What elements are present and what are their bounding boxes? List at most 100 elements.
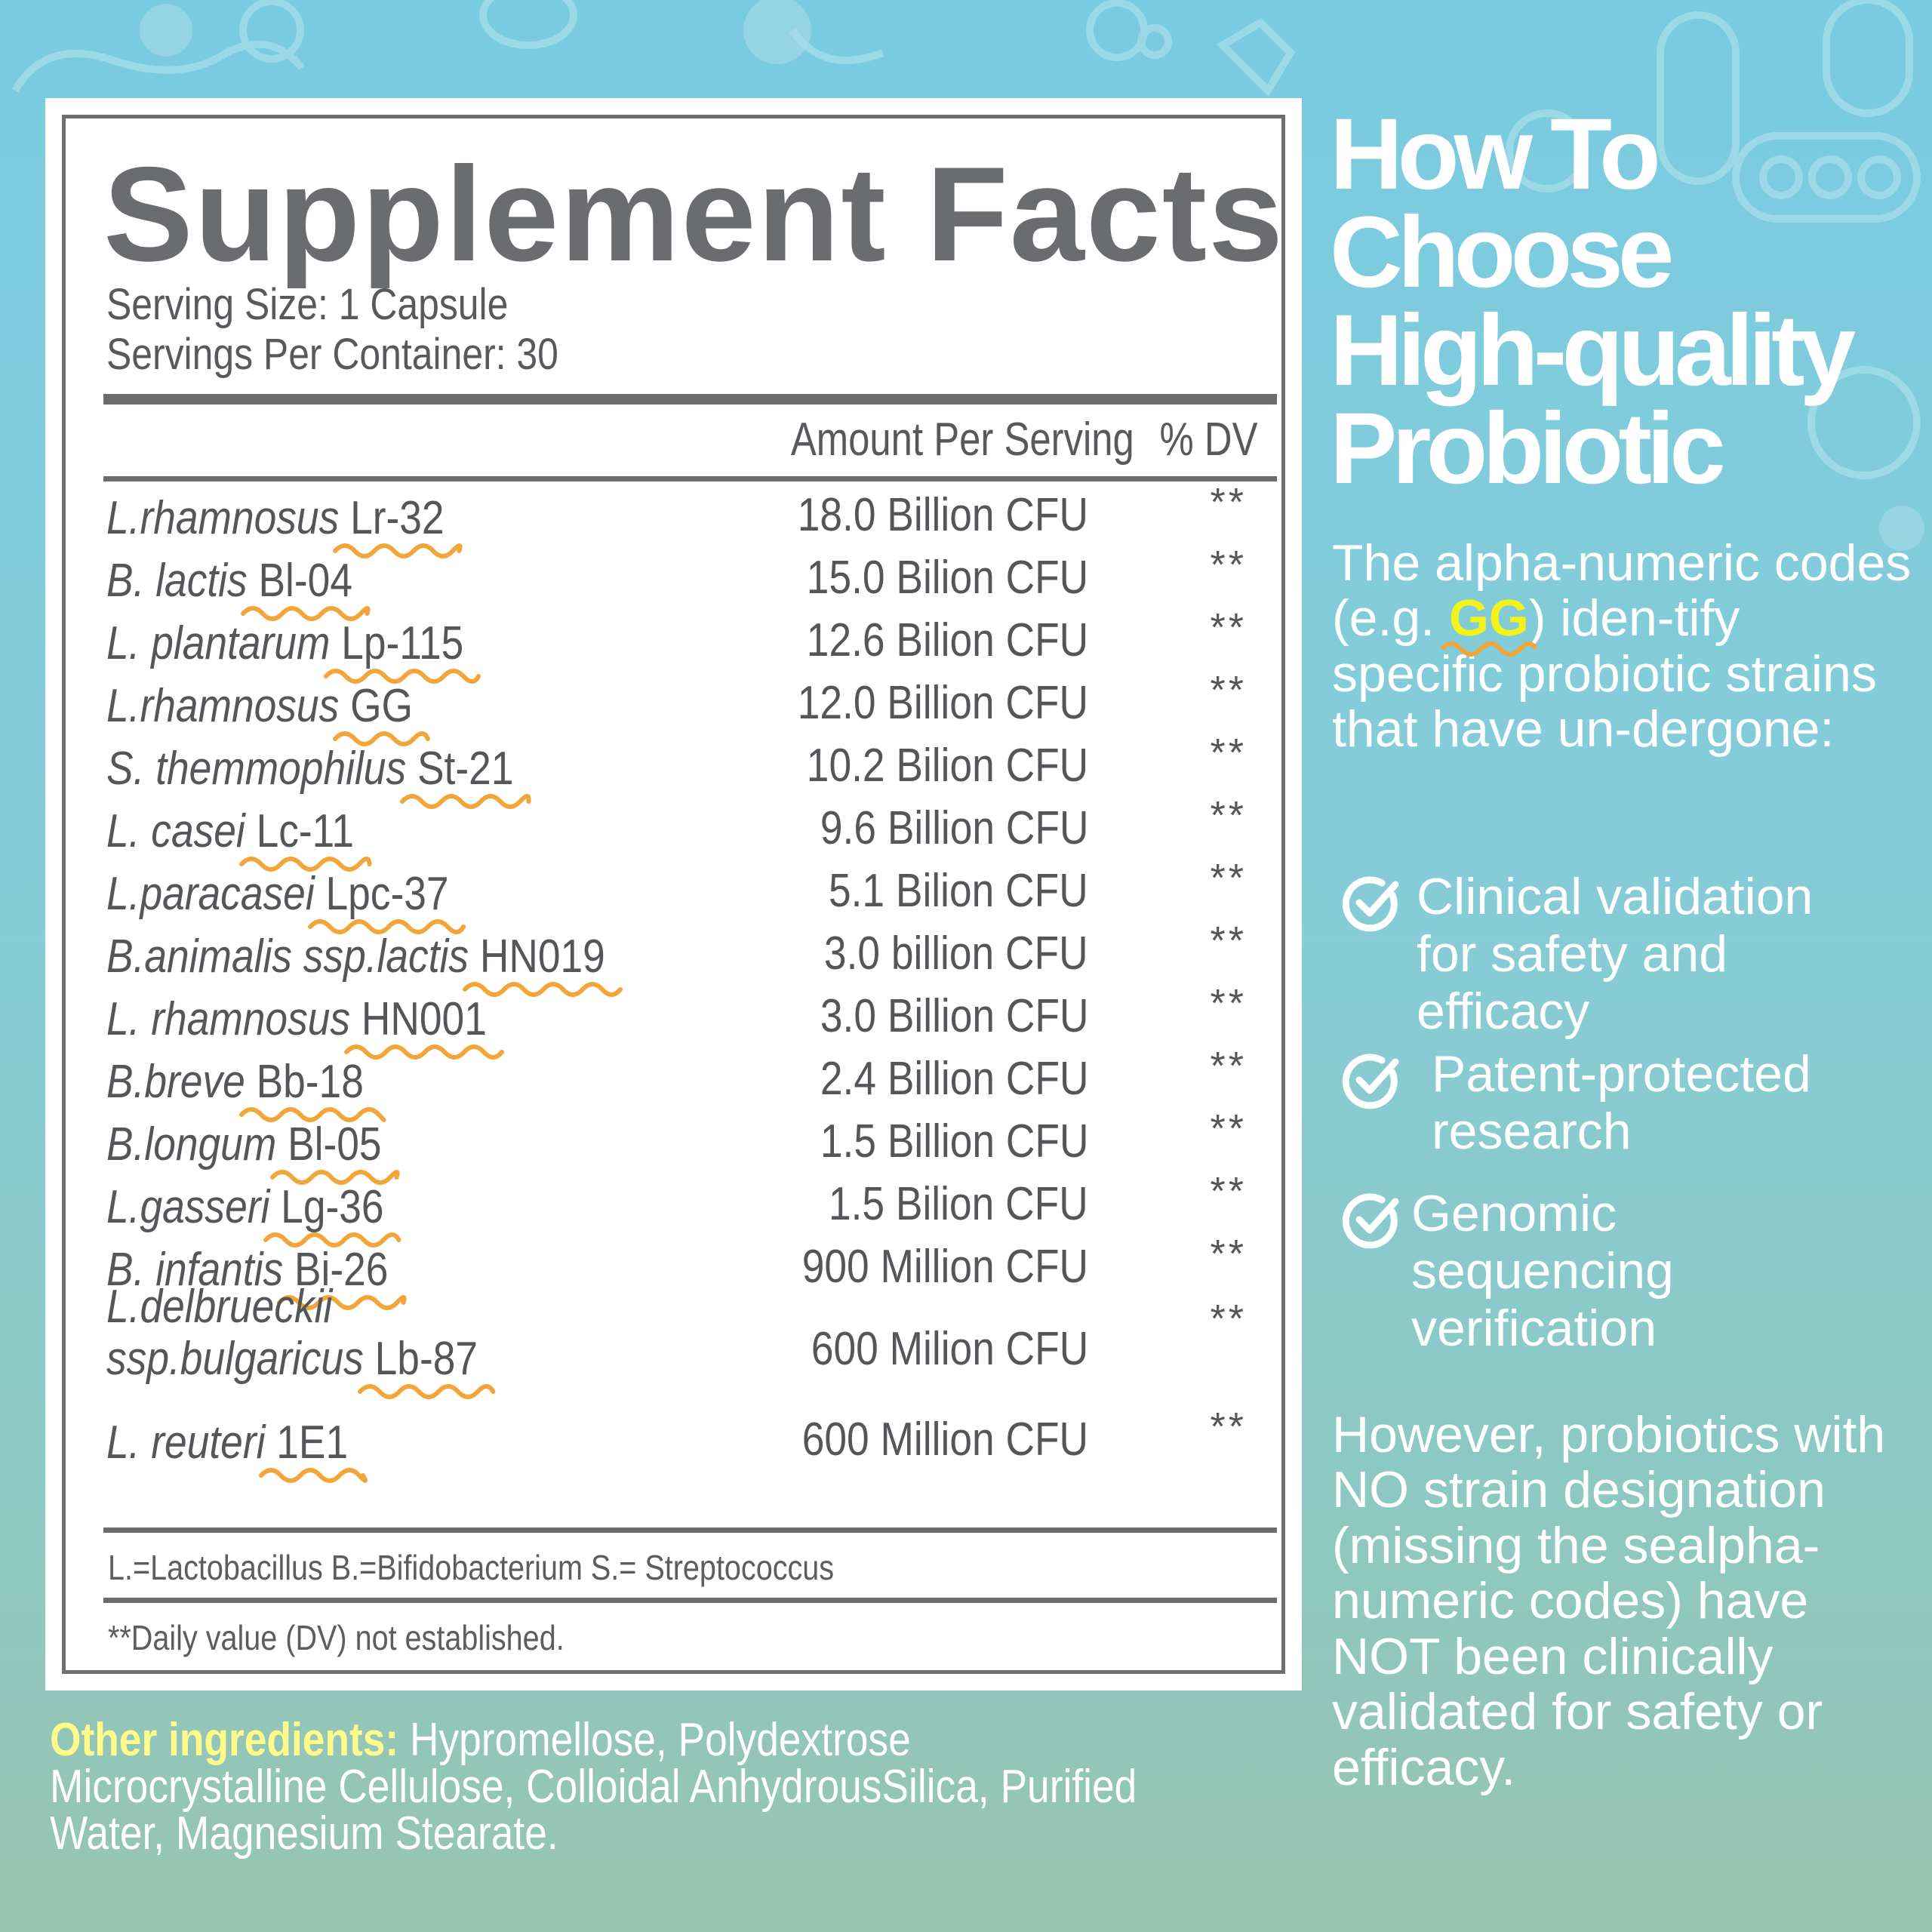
amount-per-serving: 12.6 Bilion CFU — [806, 614, 1088, 666]
strain-name: L. rhamnosus HN001 — [106, 993, 487, 1045]
wavy-underline-icon — [259, 1468, 368, 1483]
strain-name: L. casei Lc-11 — [106, 805, 354, 857]
strain-code: Lg-36 — [281, 1181, 384, 1233]
table-row: L.delbrueckii ssp.bulgaricus Lb-87 600 Mil… — [66, 1281, 1288, 1400]
table-row: L.rhamnosus GG 12.0 Billion CFU ** — [66, 671, 1288, 748]
daily-value: ** — [1210, 919, 1247, 963]
strain-name: L.rhamnosus Lr-32 — [106, 492, 445, 544]
supplement-facts-panel: Supplement Facts Serving Size: 1 Capsule… — [45, 98, 1302, 1690]
species-name: L. plantarum — [106, 617, 331, 669]
title-line: Choose — [1330, 195, 1674, 309]
table-row: L.paracasei Lpc-37 5.1 Bilion CFU ** — [66, 859, 1288, 936]
bullet-clinical-validation: Clinical validation for safety and effic… — [1340, 868, 1913, 1041]
divider-thick — [103, 394, 1277, 405]
wavy-underline-icon — [1441, 641, 1537, 657]
amount-per-serving: 12.0 Billion CFU — [797, 677, 1088, 729]
table-row: B.longum Bl-05 1.5 Billion CFU ** — [66, 1109, 1288, 1186]
divider-medium — [103, 476, 1277, 481]
strain-code: Lc-11 — [256, 805, 355, 857]
bullet-patent-protected: Patent-protected research — [1340, 1045, 1913, 1166]
strain-name: L.gasseri Lg-36 — [106, 1181, 384, 1233]
strain-name: B.longum Bl-05 — [106, 1118, 382, 1171]
table-row: L.rhamnosus Lr-32 18.0 Billion CFU ** — [66, 483, 1288, 560]
strain-code: St-21 — [417, 743, 514, 795]
amount-per-serving: 18.0 Billion CFU — [797, 489, 1088, 541]
species-name: L. reuteri — [106, 1417, 266, 1469]
bullet-text: Genomic sequencing verification — [1411, 1185, 1674, 1358]
abbreviation-note: L.=Lactobacillus B.=Bifidobacterium S.= … — [108, 1548, 835, 1587]
wavy-underline-icon — [238, 857, 372, 872]
amount-per-serving: 600 Million CFU — [801, 1414, 1088, 1466]
title-line: Probiotic — [1330, 392, 1726, 505]
table-row: B.animalis ssp.lactis HN019 3.0 billion C… — [66, 921, 1288, 998]
wavy-underline-icon — [357, 1384, 496, 1400]
header-dv: % DV — [1159, 414, 1257, 466]
bullet-genomic-sequencing: Genomic sequencing verification — [1340, 1185, 1913, 1358]
supplement-facts-border: Supplement Facts Serving Size: 1 Capsule… — [62, 115, 1285, 1674]
wavy-underline-icon — [462, 982, 623, 997]
bullet-text: Clinical validation for safety and effic… — [1417, 868, 1814, 1041]
species-name: B.breve — [106, 1056, 245, 1108]
daily-value: ** — [1210, 794, 1247, 838]
dv-footnote: **Daily value (DV) not established. — [108, 1618, 565, 1657]
serving-size: Serving Size: 1 Capsule — [106, 280, 509, 329]
wavy-underline-icon — [276, 1295, 407, 1310]
table-row: L. casei Lc-11 9.6 Billion CFU ** — [66, 796, 1288, 873]
species-name: L.delbrueckii — [106, 1281, 333, 1333]
strain-code: Bl-04 — [258, 555, 352, 607]
daily-value: ** — [1210, 1107, 1247, 1151]
check-circle-icon — [1342, 1054, 1399, 1109]
gg-highlight: GG — [1448, 589, 1529, 648]
wavy-underline-icon — [333, 731, 431, 746]
title-line: How To — [1330, 98, 1661, 211]
daily-value: ** — [1210, 1297, 1247, 1341]
wavy-underline-icon — [263, 1232, 401, 1247]
amount-per-serving: 10.2 Bilion CFU — [806, 740, 1088, 792]
table-row: S. themmophilus St-21 10.2 Bilion CFU ** — [66, 734, 1288, 811]
species-name: B. lactis — [106, 555, 248, 607]
divider-medium — [103, 1527, 1277, 1533]
strain-name: B.breve Bb-18 — [106, 1056, 364, 1108]
wavy-underline-icon — [270, 1170, 400, 1185]
however-paragraph: However, probiotics with NO strain desig… — [1332, 1406, 1886, 1796]
daily-value: ** — [1210, 982, 1247, 1026]
species-name: L.rhamnosus — [106, 492, 340, 544]
amount-per-serving: 3.0 Billion CFU — [820, 990, 1088, 1042]
divider-medium — [103, 1598, 1277, 1603]
strain-name: L. plantarum Lp-115 — [106, 617, 463, 669]
daily-value: ** — [1210, 543, 1247, 587]
strain-code: HN001 — [361, 993, 487, 1045]
wavy-underline-icon — [343, 1044, 504, 1060]
table-row: B. infantis Bi-26 900 Million CFU ** — [66, 1235, 1288, 1312]
intro-text: ) iden-tify specific probiotic strains t… — [1332, 589, 1877, 758]
intro-paragraph: The alpha-numeric codes (e.g. GG) iden-t… — [1332, 535, 1913, 758]
strain-code: 1E1 — [276, 1417, 349, 1469]
other-ingredients: Other ingredients: Hypromellose, Polydex… — [50, 1717, 1146, 1857]
species-name: ssp.bulgaricus — [106, 1333, 364, 1386]
wavy-underline-icon — [241, 606, 371, 621]
how-to-choose-title: How To Choose High-quality Probiotic — [1330, 98, 1856, 505]
strain-code: Lb-87 — [374, 1333, 478, 1386]
amount-per-serving: 15.0 Bilion CFU — [806, 552, 1088, 604]
other-ingredients-label: Other ingredients: — [50, 1714, 399, 1766]
strain-name: L.rhamnosus GG — [106, 680, 413, 732]
amount-per-serving: 1.5 Bilion CFU — [829, 1178, 1088, 1230]
daily-value: ** — [1210, 606, 1247, 650]
strain-code: Lp-115 — [341, 617, 464, 669]
table-row: B. lactis Bl-04 15.0 Bilion CFU ** — [66, 546, 1288, 623]
table-row: L. plantarum Lp-115 12.6 Bilion CFU ** — [66, 608, 1288, 685]
species-name: B. infantis — [106, 1244, 284, 1296]
species-name: L. casei — [106, 805, 245, 857]
strain-name: B.animalis ssp.lactis HN019 — [106, 931, 605, 983]
amount-per-serving: 5.1 Bilion CFU — [829, 865, 1088, 917]
other-ingredients-text: Hypromellose, Polydextrose Microcrystall… — [50, 1714, 1137, 1860]
table-row: L. rhamnosus HN001 3.0 Billion CFU ** — [66, 984, 1288, 1061]
strain-name: B. lactis Bl-04 — [106, 555, 352, 607]
strain-code: Lr-32 — [350, 492, 445, 544]
amount-per-serving: 1.5 Billion CFU — [820, 1115, 1088, 1168]
daily-value: ** — [1210, 1405, 1247, 1449]
daily-value: ** — [1210, 1232, 1247, 1276]
species-name: B.longum — [106, 1118, 277, 1171]
strain-name: S. themmophilus St-21 — [106, 743, 513, 795]
daily-value: ** — [1210, 1170, 1247, 1214]
